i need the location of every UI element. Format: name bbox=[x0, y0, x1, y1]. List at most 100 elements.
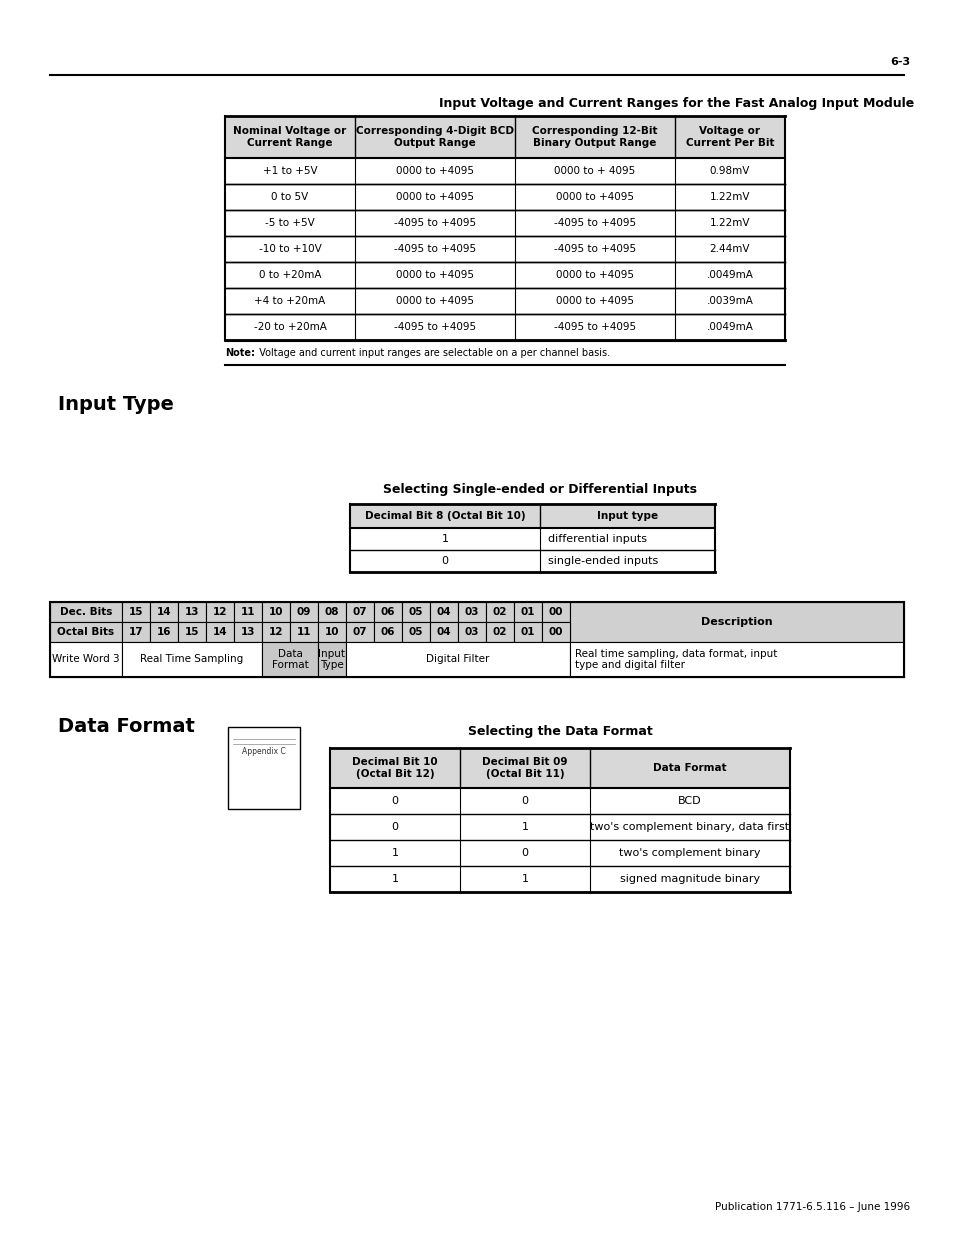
Text: 1: 1 bbox=[391, 874, 398, 884]
Text: Dec. Bits: Dec. Bits bbox=[60, 606, 112, 618]
Text: 0000 to + 4095: 0000 to + 4095 bbox=[554, 165, 635, 177]
Text: -5 to +5V: -5 to +5V bbox=[265, 219, 314, 228]
Text: Octal Bits: Octal Bits bbox=[57, 627, 114, 637]
Text: 02: 02 bbox=[493, 627, 507, 637]
Text: Appendix C: Appendix C bbox=[242, 747, 286, 757]
Text: 1: 1 bbox=[521, 874, 528, 884]
Text: Real Time Sampling: Real Time Sampling bbox=[140, 655, 243, 664]
Text: Selecting Single-ended or Differential Inputs: Selecting Single-ended or Differential I… bbox=[382, 483, 697, 496]
Text: Input type: Input type bbox=[597, 511, 658, 521]
Text: Input Voltage and Current Ranges for the Fast Analog Input Module: Input Voltage and Current Ranges for the… bbox=[439, 96, 914, 110]
Bar bbox=[401, 601, 430, 622]
Bar bbox=[317, 642, 346, 677]
Text: 1: 1 bbox=[441, 534, 448, 543]
Bar bbox=[430, 601, 457, 622]
Text: -4095 to +4095: -4095 to +4095 bbox=[394, 245, 476, 254]
Bar bbox=[233, 622, 262, 642]
Bar bbox=[178, 601, 206, 622]
Bar bbox=[233, 601, 262, 622]
Text: 07: 07 bbox=[353, 627, 367, 637]
Bar bbox=[485, 622, 514, 642]
Text: 14: 14 bbox=[213, 627, 227, 637]
Text: 13: 13 bbox=[240, 627, 255, 637]
Text: single-ended inputs: single-ended inputs bbox=[547, 556, 658, 566]
Bar bbox=[206, 601, 233, 622]
Text: Voltage or
Current Per Bit: Voltage or Current Per Bit bbox=[685, 126, 774, 148]
Text: 1.22mV: 1.22mV bbox=[709, 191, 749, 203]
Text: 00: 00 bbox=[548, 606, 562, 618]
Text: Description: Description bbox=[700, 618, 772, 627]
Bar bbox=[514, 622, 541, 642]
Bar bbox=[50, 642, 122, 677]
Text: 10: 10 bbox=[269, 606, 283, 618]
Text: +1 to +5V: +1 to +5V bbox=[262, 165, 317, 177]
Text: 0000 to +4095: 0000 to +4095 bbox=[556, 296, 634, 306]
Bar bbox=[374, 622, 401, 642]
Text: Digital Filter: Digital Filter bbox=[426, 655, 489, 664]
Text: 0000 to +4095: 0000 to +4095 bbox=[395, 296, 474, 306]
Text: Corresponding 12-Bit
Binary Output Range: Corresponding 12-Bit Binary Output Range bbox=[532, 126, 657, 148]
Bar bbox=[514, 601, 541, 622]
Text: Voltage and current input ranges are selectable on a per channel basis.: Voltage and current input ranges are sel… bbox=[253, 348, 610, 358]
Text: 04: 04 bbox=[436, 627, 451, 637]
Text: Write Word 3: Write Word 3 bbox=[52, 655, 120, 664]
Bar bbox=[346, 601, 374, 622]
Text: 08: 08 bbox=[324, 606, 339, 618]
Bar bbox=[569, 601, 903, 642]
Text: 0000 to +4095: 0000 to +4095 bbox=[395, 191, 474, 203]
Text: 12: 12 bbox=[269, 627, 283, 637]
Text: 12: 12 bbox=[213, 606, 227, 618]
Text: 07: 07 bbox=[353, 606, 367, 618]
Bar bbox=[346, 622, 374, 642]
Text: Corresponding 4-Digit BCD
Output Range: Corresponding 4-Digit BCD Output Range bbox=[355, 126, 514, 148]
Text: two's complement binary, data first: two's complement binary, data first bbox=[590, 823, 789, 832]
Text: Data
Format: Data Format bbox=[272, 648, 308, 671]
Bar bbox=[225, 116, 784, 158]
Text: differential inputs: differential inputs bbox=[547, 534, 646, 543]
Text: 00: 00 bbox=[548, 627, 562, 637]
Text: -4095 to +4095: -4095 to +4095 bbox=[554, 322, 636, 332]
Bar bbox=[346, 642, 569, 677]
Text: Decimal Bit 09
(Octal Bit 11): Decimal Bit 09 (Octal Bit 11) bbox=[482, 757, 567, 779]
Text: Decimal Bit 8 (Octal Bit 10): Decimal Bit 8 (Octal Bit 10) bbox=[364, 511, 525, 521]
Text: 0000 to +4095: 0000 to +4095 bbox=[556, 191, 634, 203]
Text: .0039mA: .0039mA bbox=[706, 296, 753, 306]
Text: Data Format: Data Format bbox=[58, 718, 194, 736]
Text: 06: 06 bbox=[380, 627, 395, 637]
Bar bbox=[350, 504, 714, 529]
Text: signed magnitude binary: signed magnitude binary bbox=[619, 874, 760, 884]
Bar bbox=[330, 748, 789, 788]
Text: 1: 1 bbox=[521, 823, 528, 832]
Text: 17: 17 bbox=[129, 627, 143, 637]
Text: Input
Type: Input Type bbox=[318, 648, 345, 671]
Text: Data Format: Data Format bbox=[653, 763, 726, 773]
Text: Selecting the Data Format: Selecting the Data Format bbox=[467, 725, 652, 739]
Text: 0000 to +4095: 0000 to +4095 bbox=[556, 270, 634, 280]
Bar bbox=[290, 601, 317, 622]
Text: 10: 10 bbox=[324, 627, 339, 637]
Text: 1.22mV: 1.22mV bbox=[709, 219, 749, 228]
Bar bbox=[262, 601, 290, 622]
Bar bbox=[262, 622, 290, 642]
Bar bbox=[150, 622, 178, 642]
Bar bbox=[290, 622, 317, 642]
Text: Input Type: Input Type bbox=[58, 395, 173, 414]
Bar bbox=[457, 601, 485, 622]
Text: -4095 to +4095: -4095 to +4095 bbox=[394, 322, 476, 332]
Text: Real time sampling, data format, input
type and digital filter: Real time sampling, data format, input t… bbox=[575, 648, 777, 671]
Bar bbox=[569, 642, 903, 677]
Bar bbox=[317, 622, 346, 642]
Text: +4 to +20mA: +4 to +20mA bbox=[254, 296, 325, 306]
Text: -10 to +10V: -10 to +10V bbox=[258, 245, 321, 254]
Text: 15: 15 bbox=[129, 606, 143, 618]
Text: 13: 13 bbox=[185, 606, 199, 618]
Text: 06: 06 bbox=[380, 606, 395, 618]
Text: -4095 to +4095: -4095 to +4095 bbox=[554, 219, 636, 228]
Bar bbox=[541, 601, 569, 622]
Text: 0 to +20mA: 0 to +20mA bbox=[258, 270, 321, 280]
Text: Publication 1771-6.5.116 – June 1996: Publication 1771-6.5.116 – June 1996 bbox=[714, 1202, 909, 1212]
Text: 01: 01 bbox=[520, 627, 535, 637]
Bar bbox=[262, 642, 317, 677]
Text: two's complement binary: two's complement binary bbox=[618, 848, 760, 858]
Text: 0: 0 bbox=[391, 797, 398, 806]
